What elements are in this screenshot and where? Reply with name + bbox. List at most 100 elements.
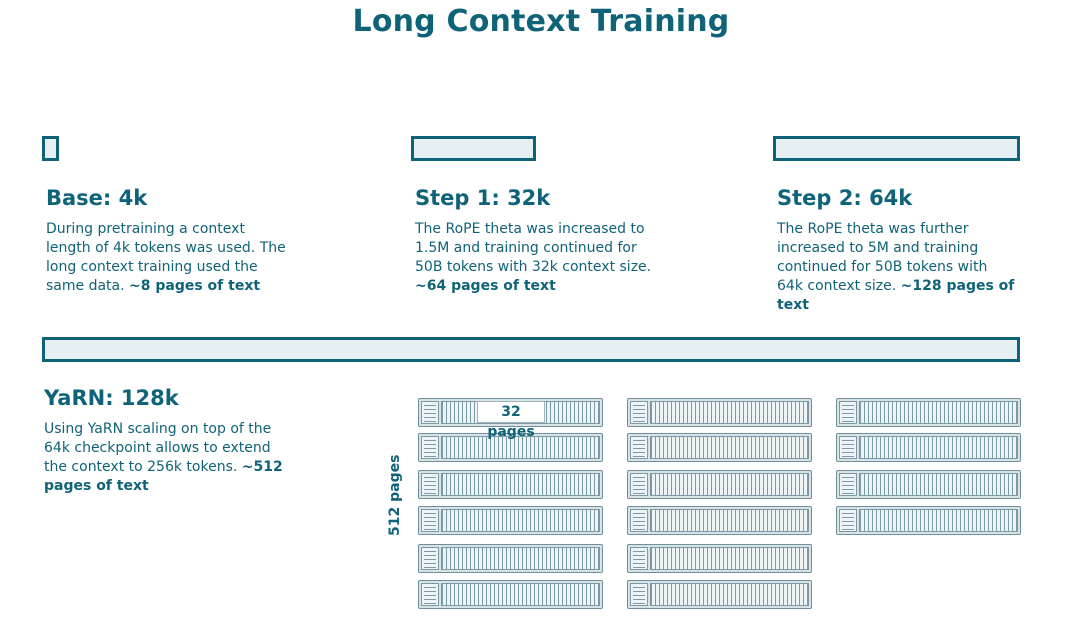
diagram-title: Long Context Training xyxy=(352,4,730,39)
page-stack-leaves xyxy=(441,473,600,496)
page-stack xyxy=(418,506,603,535)
cover-line xyxy=(633,525,645,526)
context-bar-base xyxy=(42,136,59,161)
cover-line xyxy=(424,551,436,552)
page-stack-leaves xyxy=(650,547,809,570)
page-stack-leaves xyxy=(441,509,600,532)
stage-text-base: During pretraining a context length of 4… xyxy=(46,221,286,294)
stage-highlight-base: ~8 pages of text xyxy=(129,278,261,294)
page-stack-cover xyxy=(839,509,857,532)
cover-line xyxy=(842,413,854,414)
page-stack-leaves xyxy=(859,473,1018,496)
page-stack xyxy=(836,506,1021,535)
cover-line xyxy=(633,521,645,522)
cover-line xyxy=(424,452,436,453)
cover-line xyxy=(424,563,436,564)
cover-line xyxy=(424,595,436,596)
cover-line xyxy=(424,525,436,526)
page-stack-leaves xyxy=(650,436,809,459)
page-stack xyxy=(418,470,603,499)
page-stack-cover xyxy=(421,583,439,606)
cover-line xyxy=(633,452,645,453)
cover-line xyxy=(633,477,645,478)
stage-description-base: During pretraining a context length of 4… xyxy=(46,220,291,296)
cover-line xyxy=(842,485,854,486)
page-stack-cover xyxy=(421,473,439,496)
cover-line xyxy=(842,444,854,445)
page-stack-cover xyxy=(421,509,439,532)
cover-line xyxy=(424,448,436,449)
cover-line xyxy=(633,587,645,588)
cover-line xyxy=(633,409,645,410)
cover-line xyxy=(842,489,854,490)
cover-line xyxy=(633,567,645,568)
cover-line xyxy=(842,417,854,418)
cover-line xyxy=(424,485,436,486)
page-stack-leaves xyxy=(859,509,1018,532)
stage-highlight-step1: ~64 pages of text xyxy=(415,278,556,294)
cover-line xyxy=(842,456,854,457)
page-stack-leaves xyxy=(441,583,600,606)
stage-text-step2: The RoPE theta was further increased to … xyxy=(777,221,988,294)
cover-line xyxy=(424,493,436,494)
cover-line xyxy=(424,444,436,445)
total-pages-label: 512 pages xyxy=(387,454,403,536)
page-stack-cover xyxy=(630,401,648,424)
cover-line xyxy=(633,595,645,596)
page-stack-cover xyxy=(839,401,857,424)
cover-line xyxy=(633,421,645,422)
page-stack xyxy=(836,433,1021,462)
page-stack xyxy=(836,398,1021,427)
page-stack xyxy=(627,506,812,535)
page-stack-cover xyxy=(421,436,439,459)
stage-text-step1: The RoPE theta was increased to 1.5M and… xyxy=(415,221,652,275)
cover-line xyxy=(842,477,854,478)
cover-line xyxy=(424,417,436,418)
page-stack-leaves xyxy=(650,473,809,496)
stage-text-yarn: Using YaRN scaling on top of the 64k che… xyxy=(44,421,272,475)
cover-line xyxy=(424,559,436,560)
page-stack-cover xyxy=(630,583,648,606)
cover-line xyxy=(842,421,854,422)
stage-description-step1: The RoPE theta was increased to 1.5M and… xyxy=(415,220,655,296)
cover-line xyxy=(424,409,436,410)
page-stack-cover xyxy=(839,436,857,459)
cover-line xyxy=(633,591,645,592)
stage-highlight-yarn: ~512 pages of text xyxy=(44,459,283,494)
stage-heading-step1: Step 1: 32k xyxy=(415,186,551,210)
cover-line xyxy=(424,517,436,518)
cover-line xyxy=(633,517,645,518)
cover-line xyxy=(633,413,645,414)
cover-line xyxy=(633,444,645,445)
cover-line xyxy=(424,599,436,600)
cover-line xyxy=(633,513,645,514)
page-stack-cover xyxy=(630,509,648,532)
cover-line xyxy=(842,529,854,530)
cover-line xyxy=(424,513,436,514)
context-bar-yarn xyxy=(42,337,1020,362)
page-stack-cover xyxy=(421,401,439,424)
page-stack-leaves xyxy=(859,436,1018,459)
page-stack-cover xyxy=(630,436,648,459)
stage-heading-yarn: YaRN: 128k xyxy=(44,386,179,410)
stage-heading-base: Base: 4k xyxy=(46,186,148,210)
page-stack xyxy=(836,470,1021,499)
cover-line xyxy=(633,440,645,441)
cover-line xyxy=(424,405,436,406)
cover-line xyxy=(633,405,645,406)
cover-line xyxy=(633,481,645,482)
cover-line xyxy=(633,563,645,564)
cover-line xyxy=(633,448,645,449)
cover-line xyxy=(842,452,854,453)
cover-line xyxy=(424,529,436,530)
cover-line xyxy=(633,456,645,457)
cover-line xyxy=(842,481,854,482)
cover-line xyxy=(842,409,854,410)
page-stack-leaves xyxy=(650,583,809,606)
cover-line xyxy=(424,567,436,568)
cover-line xyxy=(633,599,645,600)
cover-line xyxy=(633,559,645,560)
page-stack xyxy=(418,580,603,609)
page-stack-leaves xyxy=(859,401,1018,424)
cover-line xyxy=(424,555,436,556)
